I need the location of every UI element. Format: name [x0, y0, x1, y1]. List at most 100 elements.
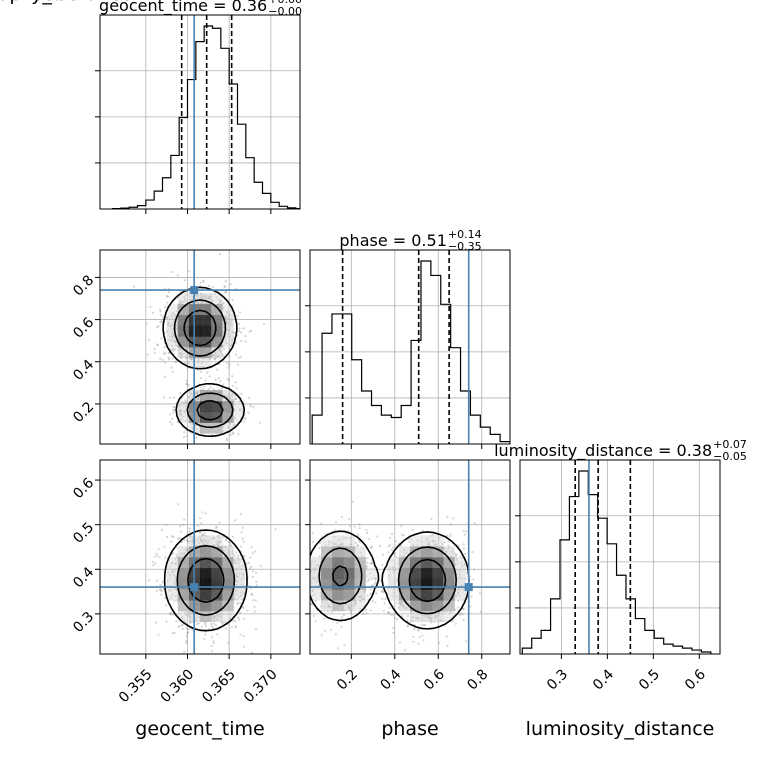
panel-luminosity_distance-vs-phase-sample	[387, 550, 390, 554]
panel-luminosity_distance-vs-phase-bin	[321, 600, 333, 612]
panel-luminosity_distance-vs-geocent_time-sample	[169, 613, 173, 616]
xlabel-phase: phase	[381, 718, 438, 740]
panel-luminosity_distance-vs-geocent_time-sample	[254, 628, 258, 631]
panel-phase-vs-geocent_time-sample	[248, 330, 251, 333]
panel-luminosity_distance-vs-phase-sample	[413, 659, 415, 661]
panel-luminosity_distance-vs-geocent_time-sample	[227, 540, 231, 543]
panel-luminosity_distance-vs-phase-sample	[311, 540, 315, 543]
panel-luminosity_distance-vs-geocent_time-sample	[204, 633, 207, 636]
panel-luminosity_distance-vs-geocent_time-sample	[147, 579, 151, 582]
panel-luminosity_distance-vs-geocent_time-sample	[253, 605, 256, 608]
panel-luminosity_distance-vs-phase-sample	[462, 608, 465, 611]
panel-phase-vs-geocent_time-bin	[200, 390, 212, 402]
panel-phase-vs-geocent_time-sample	[183, 431, 186, 434]
panel-luminosity_distance-vs-geocent_time-xtick-label: 0.360	[158, 666, 198, 706]
panel-luminosity_distance-vs-phase-bin	[354, 600, 366, 612]
panel-luminosity_distance-vs-phase-sample	[396, 602, 399, 605]
panel-luminosity_distance-vs-geocent_time-bin	[177, 610, 190, 623]
panel-phase-vs-geocent_time-sample	[250, 329, 253, 332]
panel-luminosity_distance-vs-geocent_time-ytick-label: 0.4	[70, 564, 97, 591]
panel-luminosity_distance-vs-geocent_time-sample	[158, 588, 162, 592]
hist-luminosity_distance-xtick-label: 0.5	[636, 666, 663, 693]
panel-phase-vs-geocent_time-bin	[200, 400, 212, 413]
panel-luminosity_distance-vs-phase-bin	[410, 546, 422, 558]
panel-luminosity_distance-vs-phase-bin	[310, 578, 322, 590]
panel-luminosity_distance-vs-geocent_time-bin	[200, 557, 212, 569]
panel-luminosity_distance-vs-phase-bin	[454, 567, 466, 579]
panel-luminosity_distance-vs-phase-sample	[348, 524, 352, 527]
panel-phase-vs-geocent_time-sample	[223, 285, 226, 288]
panel-phase-vs-geocent_time-sample	[227, 379, 230, 382]
panel-luminosity_distance-vs-phase-bin	[410, 610, 422, 623]
panel-luminosity_distance-vs-geocent_time-bin	[166, 557, 179, 569]
panel-phase-vs-geocent_time-sample	[162, 396, 166, 399]
panel-luminosity_distance-vs-geocent_time-frame	[99, 459, 301, 655]
panel-luminosity_distance-vs-phase-sample	[365, 612, 368, 615]
panel-phase-vs-geocent_time-bin	[166, 325, 179, 337]
panel-luminosity_distance-vs-phase-bin	[332, 557, 344, 569]
panel-luminosity_distance-vs-geocent_time-bin	[222, 567, 234, 579]
panel-phase-vs-geocent_time-sample	[164, 351, 167, 354]
panel-luminosity_distance-vs-phase-sample	[445, 635, 448, 638]
panel-phase-vs-geocent_time-plot	[100, 250, 300, 444]
panel-luminosity_distance-vs-phase-plot	[305, 460, 510, 661]
panel-luminosity_distance-vs-geocent_time-bin	[222, 578, 234, 590]
panel-luminosity_distance-vs-geocent_time-sample	[236, 602, 239, 605]
panel-luminosity_distance-vs-geocent_time-sample	[241, 537, 244, 540]
panel-phase-vs-geocent_time-sample	[203, 385, 206, 388]
panel-phase-vs-geocent_time-bin	[211, 325, 223, 337]
panel-luminosity_distance-vs-phase-sample	[470, 595, 473, 598]
panel-luminosity_distance-vs-geocent_time-sample	[246, 609, 249, 612]
panel-phase-vs-geocent_time-sample	[171, 357, 174, 360]
panel-luminosity_distance-vs-geocent_time-sample	[183, 538, 186, 541]
panel-luminosity_distance-vs-phase-bin	[354, 557, 366, 569]
panel-phase-vs-geocent_time-sample	[185, 379, 188, 382]
panel-luminosity_distance-vs-geocent_time-sample	[234, 626, 237, 629]
panel-luminosity_distance-vs-phase-contour-1	[318, 546, 457, 615]
panel-luminosity_distance-vs-geocent_time-bin	[200, 546, 212, 558]
panel-luminosity_distance-vs-geocent_time-sample	[177, 625, 180, 628]
panel-luminosity_distance-vs-geocent_time-sample	[155, 579, 159, 582]
panel-luminosity_distance-vs-phase-sample	[318, 546, 321, 550]
panel-luminosity_distance-vs-phase-bin	[443, 546, 455, 558]
panel-phase-vs-geocent_time-sample	[200, 377, 203, 380]
panel-luminosity_distance-vs-phase-sample	[318, 555, 321, 558]
panel-luminosity_distance-vs-phase-sample	[465, 530, 468, 533]
panel-luminosity_distance-vs-geocent_time-bin	[177, 546, 190, 558]
panel-luminosity_distance-vs-phase-sample	[407, 614, 410, 618]
panel-phase-vs-geocent_time-sample	[234, 394, 237, 397]
panel-luminosity_distance-vs-phase-bin	[421, 600, 433, 612]
panel-phase-vs-geocent_time-sample	[187, 383, 190, 387]
panel-luminosity_distance-vs-geocent_time-sample	[224, 627, 227, 630]
panel-luminosity_distance-vs-phase-bin	[443, 578, 455, 590]
panel-luminosity_distance-vs-geocent_time-xtick-label: 0.355	[116, 666, 156, 706]
panel-luminosity_distance-vs-geocent_time-sample	[201, 533, 204, 536]
title-luminosity_distance-plus: +0.07	[713, 438, 747, 451]
panel-luminosity_distance-vs-phase-sample	[305, 551, 307, 553]
panel-luminosity_distance-vs-geocent_time-bin	[166, 578, 179, 590]
panel-luminosity_distance-vs-geocent_time-sample	[185, 639, 188, 642]
panel-phase-vs-geocent_time-bin	[222, 411, 234, 423]
panel-luminosity_distance-vs-phase-bin	[443, 610, 455, 623]
panel-luminosity_distance-vs-phase-sample	[353, 525, 356, 528]
hist-luminosity_distance-frame	[519, 459, 721, 655]
panel-luminosity_distance-vs-geocent_time-bin	[177, 600, 190, 612]
panel-luminosity_distance-vs-geocent_time-sample	[185, 641, 188, 644]
panel-luminosity_distance-vs-geocent_time-sample	[157, 633, 160, 636]
panel-phase-vs-geocent_time-sample	[231, 384, 235, 388]
panel-luminosity_distance-vs-geocent_time-bin	[211, 546, 223, 558]
panel-phase-vs-geocent_time-sample	[153, 351, 156, 354]
panel-luminosity_distance-vs-geocent_time-sample	[176, 537, 180, 541]
panel-luminosity_distance-vs-geocent_time-sample	[250, 545, 253, 549]
panel-luminosity_distance-vs-phase-bin	[398, 567, 411, 579]
panel-luminosity_distance-vs-geocent_time-bin	[233, 557, 245, 569]
panel-phase-vs-geocent_time-sample	[148, 338, 151, 341]
panel-luminosity_distance-vs-phase-sample	[394, 540, 397, 543]
panel-luminosity_distance-vs-phase-sample	[334, 633, 337, 636]
panel-phase-vs-geocent_time-sample	[239, 355, 243, 358]
panel-phase-vs-geocent_time-sample	[200, 386, 203, 389]
panel-luminosity_distance-vs-geocent_time-sample	[200, 656, 202, 658]
panel-luminosity_distance-vs-phase-sample	[390, 548, 394, 551]
panel-luminosity_distance-vs-phase-sample	[464, 552, 467, 556]
panel-luminosity_distance-vs-geocent_time-bin	[211, 567, 223, 579]
